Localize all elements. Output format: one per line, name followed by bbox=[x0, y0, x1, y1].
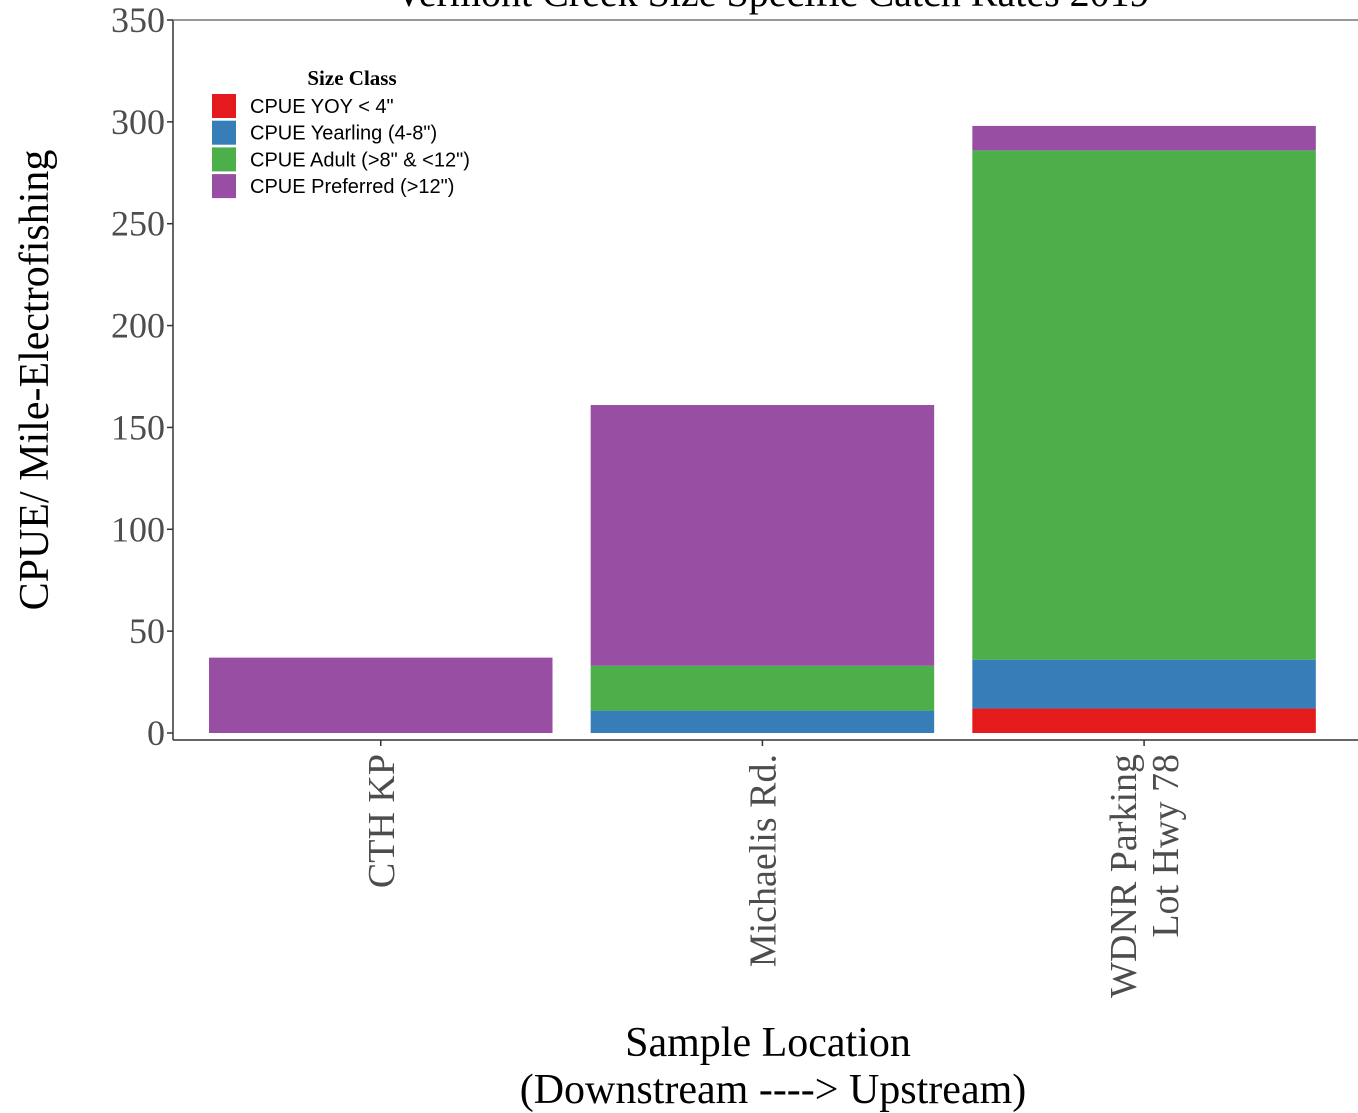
legend-items: CPUE YOY < 4" CPUE Yearling (4-8") CPUE Ad… bbox=[212, 94, 470, 199]
legend-swatch bbox=[212, 174, 236, 199]
y-tick-label: 150 bbox=[111, 407, 165, 447]
y-tick-label: 250 bbox=[111, 204, 165, 244]
y-tick-label: 50 bbox=[129, 611, 165, 651]
bar-segment bbox=[972, 659, 1316, 709]
legend-label: CPUE Preferred (>12") bbox=[250, 176, 454, 198]
y-tick-label: 0 bbox=[147, 713, 165, 753]
x-tick-label-group: Michaelis Rd. bbox=[742, 754, 784, 967]
bar-segment bbox=[209, 657, 553, 733]
bar-segment bbox=[972, 125, 1316, 151]
legend-label: CPUE Adult (>8" & <12") bbox=[250, 149, 470, 171]
legend-swatch bbox=[212, 120, 236, 145]
x-tick-label-group: WDNR Parking Lot Hwy 78 bbox=[1103, 754, 1187, 998]
x-tick-label-group: CTH KP bbox=[361, 754, 403, 888]
x-tick-label: Lot Hwy 78 bbox=[1145, 754, 1187, 938]
y-axis-title: CPUE/ Mile-Electrofishing bbox=[12, 150, 58, 611]
x-tick-label: Michaelis Rd. bbox=[742, 754, 784, 967]
bar-segment bbox=[972, 708, 1316, 733]
bar-segment bbox=[590, 710, 935, 733]
x-tick-label: CTH KP bbox=[361, 754, 403, 888]
y-tick-label: 300 bbox=[111, 102, 165, 142]
x-axis-ticks: CTH KP Michaelis Rd. WDNR Parking Lot Hwy 7… bbox=[361, 740, 1187, 998]
bar-segment bbox=[972, 150, 1316, 660]
y-tick-label: 200 bbox=[111, 306, 165, 346]
bar-segment bbox=[590, 405, 935, 666]
y-tick-label: 100 bbox=[111, 509, 165, 549]
chart-title: Vermont Creek Size Specific Catch Rates … bbox=[394, 0, 1149, 15]
legend: Size Class CPUE YOY < 4" CPUE Yearling (4… bbox=[212, 66, 470, 199]
y-tick-label: 350 bbox=[111, 0, 165, 40]
y-axis-ticks: 0 50 100 150 200 250 300 350 bbox=[111, 0, 173, 753]
bars bbox=[209, 125, 1316, 733]
x-tick-label: WDNR Parking bbox=[1103, 754, 1145, 998]
bar-segment bbox=[590, 665, 935, 711]
legend-swatch bbox=[212, 94, 236, 118]
legend-swatch bbox=[212, 147, 236, 172]
x-axis-title-line-2: (Downstream ----> Upstream) bbox=[520, 1067, 1027, 1113]
legend-label: CPUE YOY < 4" bbox=[250, 96, 394, 118]
x-axis-title-line-1: Sample Location bbox=[625, 1020, 911, 1066]
legend-label: CPUE Yearling (4-8") bbox=[250, 123, 437, 145]
legend-title: Size Class bbox=[307, 66, 396, 90]
